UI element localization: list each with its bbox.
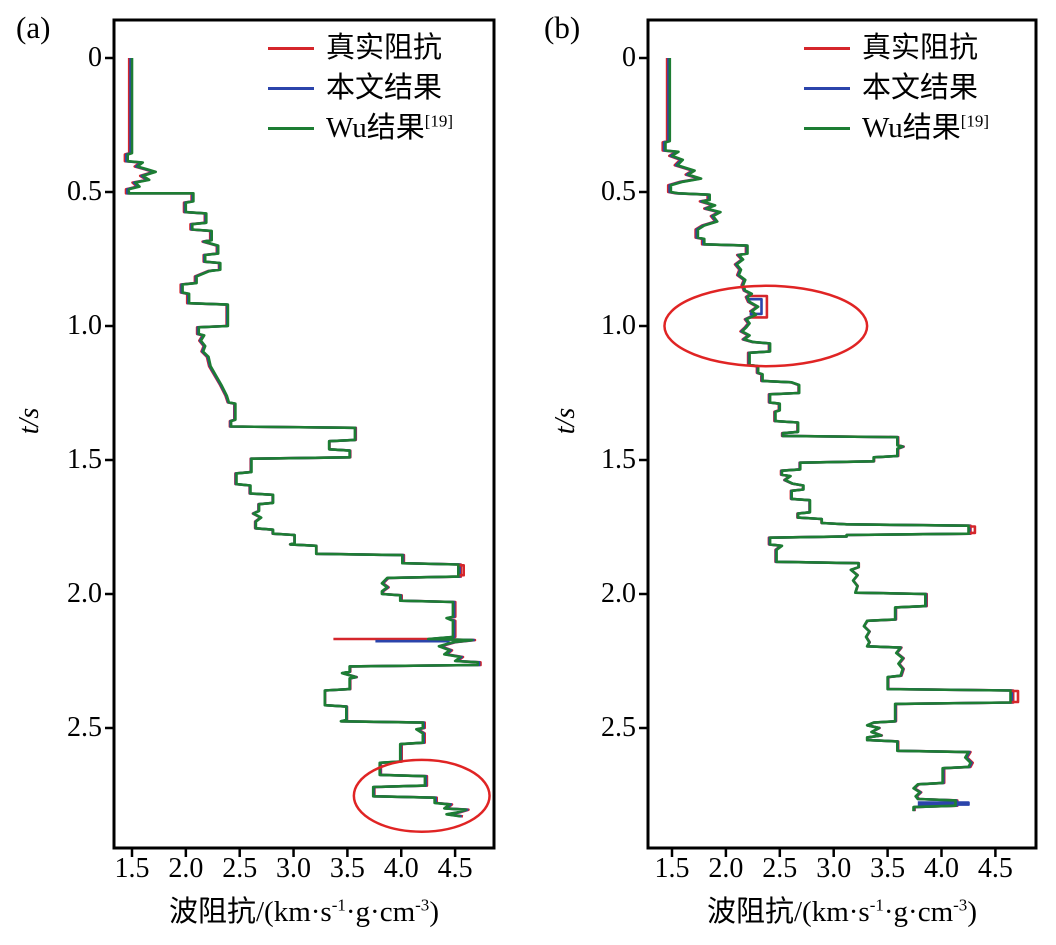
x-tick-label: 1.5 (654, 853, 690, 884)
y-tick-label: 1.0 (67, 310, 102, 341)
curve-our-result-divergence (917, 801, 970, 806)
legend-line-blue (804, 86, 850, 90)
curve-true-impedance-divergence (747, 294, 769, 319)
legend-label-our-result: 本文结果 (862, 71, 979, 104)
y-tick-label: 0 (88, 42, 102, 73)
x-tick-label: 2.0 (708, 853, 744, 884)
legend-line-red (268, 46, 314, 50)
plot-border-(a) (112, 18, 496, 850)
y-tick-label: 0.5 (601, 176, 636, 207)
legend-panel-a: 真实阻抗 本文结果 Wu结果[19] (268, 28, 453, 148)
x-tick-label: 2.0 (168, 853, 204, 884)
x-tick-label: 3.5 (329, 853, 365, 884)
x-tick-label: 3.5 (870, 853, 906, 884)
x-tick-label: 4.0 (383, 853, 419, 884)
curve-wu-result (664, 58, 1012, 812)
curve-our-result (125, 58, 481, 818)
legend-line-blue (268, 86, 314, 90)
y-tick-label: 1.0 (601, 310, 636, 341)
x-tick-label: 2.5 (222, 853, 258, 884)
legend-line-green (804, 126, 850, 130)
curve-true-impedance-divergence (968, 525, 977, 535)
panel-a-label: (a) (16, 10, 51, 45)
x-axis-title-b: 波阻抗/(km·s-1·g·cm-3) (707, 895, 977, 928)
curve-true-impedance (123, 58, 482, 818)
legend-line-red (804, 46, 850, 50)
curve-our-result (662, 58, 1014, 812)
y-tick-label: 2.0 (67, 578, 102, 609)
highlight-ellipse (663, 284, 869, 368)
panel-b-label: (b) (544, 10, 581, 45)
x-axis-title-a: 波阻抗/(km·s-1·g·cm-3) (169, 895, 439, 928)
x-tick-label: 1.5 (114, 853, 150, 884)
legend-label-wu-result: Wu结果[19] (326, 110, 454, 144)
legend-item-true-impedance: 真实阻抗 (268, 28, 453, 68)
legend-label-wu-result: Wu结果[19] (862, 110, 990, 144)
y-tick-label: 2.5 (67, 712, 102, 743)
highlight-ellipse (352, 758, 491, 833)
y-tick-label: 2.0 (601, 578, 636, 609)
plot-border-(b) (646, 18, 1038, 850)
legend-item-our-result: 本文结果 (804, 68, 989, 108)
y-tick-label: 0 (622, 42, 636, 73)
legend-line-green (268, 126, 314, 130)
curve-true-impedance-divergence (1010, 689, 1020, 704)
y-tick-label: 1.5 (67, 444, 102, 475)
legend-item-wu-result: Wu结果[19] (268, 108, 453, 148)
y-tick-label: 0.5 (67, 176, 102, 207)
x-tick-label: 4.0 (924, 853, 959, 884)
curve-true-impedance (661, 58, 1015, 812)
legend-item-our-result: 本文结果 (268, 68, 453, 108)
x-tick-label: 3.0 (276, 853, 312, 884)
curve-true-impedance-divergence (458, 564, 465, 577)
legend-label-true-impedance: 真实阻抗 (862, 31, 979, 64)
x-tick-label: 4.5 (977, 853, 1013, 884)
y-tick-label: 1.5 (601, 444, 636, 475)
x-tick-label: 3.0 (816, 853, 852, 884)
legend-item-true-impedance: 真实阻抗 (804, 28, 989, 68)
legend-item-wu-result: Wu结果[19] (804, 108, 989, 148)
legend-panel-b: 真实阻抗 本文结果 Wu结果[19] (804, 28, 989, 148)
legend-label-true-impedance: 真实阻抗 (326, 31, 443, 64)
curve-wu-result (126, 58, 479, 818)
legend-label-our-result: 本文结果 (326, 71, 443, 104)
x-tick-label: 4.5 (437, 853, 473, 884)
y-tick-label: 2.5 (601, 712, 636, 743)
x-tick-label: 2.5 (762, 853, 798, 884)
